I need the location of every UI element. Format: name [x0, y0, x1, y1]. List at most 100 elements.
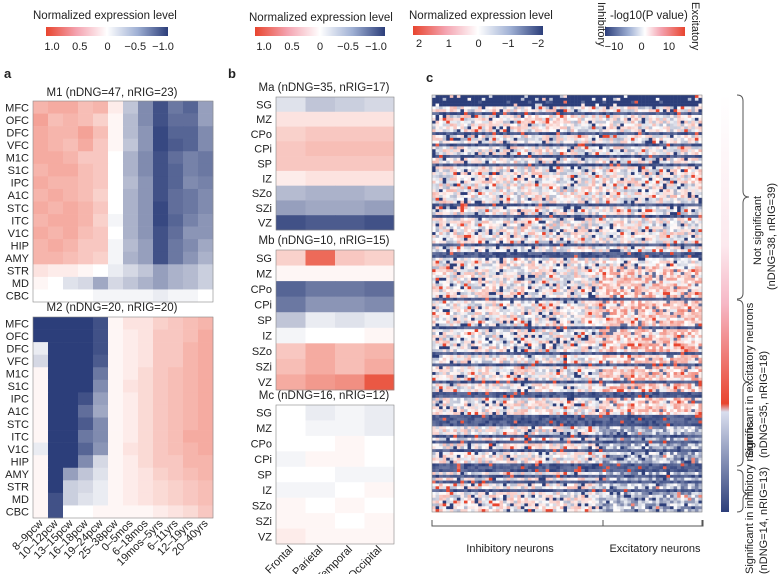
- heatmap-cell: [531, 140, 536, 144]
- heatmap-cell: [691, 103, 696, 107]
- heatmap-cell: [606, 212, 610, 216]
- heatmap-cell: [684, 126, 689, 130]
- heatmap-cell: [538, 212, 543, 216]
- heatmap-cell: [535, 197, 539, 201]
- heatmap-cell: [627, 180, 632, 184]
- heatmap-cell: [598, 109, 603, 113]
- heatmap-cell: [442, 177, 447, 181]
- heatmap-cell: [527, 169, 532, 173]
- heatmap-cell: [305, 170, 336, 186]
- heatmap-cell: [471, 112, 475, 116]
- heatmap-cell: [634, 152, 639, 156]
- heatmap-cell: [645, 223, 649, 227]
- heatmap-cell: [138, 505, 154, 519]
- heatmap-cell: [364, 513, 395, 529]
- heatmap-cell: [559, 223, 564, 227]
- heatmap-cell: [503, 226, 507, 230]
- heatmap-cell: [542, 243, 546, 247]
- heatmap-cell: [652, 137, 657, 141]
- heatmap-cell: [673, 206, 678, 210]
- heatmap-cell: [638, 220, 642, 224]
- heatmap-cell: [570, 200, 575, 204]
- heatmap-cell: [691, 117, 696, 121]
- heatmap-cell: [687, 143, 692, 147]
- heatmap-cell: [456, 209, 461, 213]
- heatmap-cell: [602, 232, 607, 236]
- heatmap-cell: [198, 317, 214, 330]
- heatmap-cell: [648, 254, 653, 259]
- heatmap-cell: [527, 197, 532, 201]
- heatmap-cell: [467, 123, 472, 127]
- heatmap-cell: [591, 186, 596, 190]
- heatmap-cell: [577, 249, 582, 253]
- heatmap-cell: [446, 183, 451, 187]
- heatmap-cell: [168, 239, 184, 253]
- heatmap-cell: [471, 106, 475, 110]
- heatmap-cell: [634, 157, 639, 161]
- heatmap-cell: [538, 229, 543, 233]
- heatmap-cell: [613, 203, 617, 207]
- heatmap-cell: [481, 192, 486, 196]
- heatmap-cell: [168, 480, 184, 494]
- heatmap-cell: [552, 157, 557, 161]
- heatmap-cell: [591, 257, 596, 261]
- heatmap-cell: [542, 97, 546, 101]
- heatmap-cell: [677, 137, 681, 141]
- heatmap-cell: [655, 126, 660, 130]
- heatmap-cell: [463, 95, 468, 99]
- heatmap-cell: [609, 206, 614, 210]
- heatmap-cell: [510, 192, 514, 196]
- heatmap-cell: [471, 143, 475, 147]
- heatmap-cell: [542, 232, 546, 236]
- heatmap-cell: [305, 126, 336, 142]
- heatmap-cell: [545, 137, 550, 141]
- heatmap-cell: [691, 197, 696, 201]
- heatmap-cell: [616, 109, 621, 113]
- heatmap-cell: [549, 212, 554, 216]
- heatmap-cell: [439, 120, 443, 124]
- heatmap-cell: [556, 183, 561, 187]
- heatmap-cell: [460, 143, 465, 147]
- heatmap-cell: [488, 134, 493, 139]
- heatmap-cell: [538, 129, 543, 133]
- heatmap-cell: [694, 123, 699, 127]
- heatmap-cell: [513, 226, 518, 230]
- heatmap-cell: [453, 134, 458, 139]
- heatmap-cell: [691, 97, 696, 101]
- heatmap-cell: [531, 114, 536, 119]
- heatmap-cell: [527, 186, 532, 190]
- heatmap-cell: [634, 154, 639, 159]
- heatmap-cell: [648, 234, 653, 239]
- heatmap-cell: [513, 166, 518, 170]
- heatmap-cell: [305, 97, 336, 113]
- heatmap-cell: [335, 528, 365, 545]
- heatmap-cell: [645, 114, 649, 119]
- heatmap-cell: [598, 157, 603, 161]
- heatmap-cell: [168, 367, 184, 381]
- heatmap-cell: [488, 163, 493, 167]
- heatmap-cell: [677, 169, 681, 173]
- heatmap-cell: [574, 143, 578, 147]
- heatmap-cell: [439, 186, 443, 190]
- heatmap-cell: [542, 246, 546, 250]
- heatmap-cell: [485, 97, 490, 101]
- heatmap-cell: [492, 120, 497, 124]
- heatmap-cell: [495, 146, 500, 150]
- heatmap-cell: [492, 234, 497, 239]
- heatmap-cell: [691, 172, 696, 176]
- heatmap-cell: [602, 163, 607, 167]
- heatmap-cell: [439, 226, 443, 230]
- heatmap-cell: [549, 129, 554, 133]
- heatmap-cell: [574, 97, 578, 101]
- heatmap-cell: [581, 120, 586, 124]
- heatmap-cell: [460, 114, 465, 119]
- heatmap-cell: [634, 123, 639, 127]
- heatmap-cell: [655, 217, 660, 221]
- heatmap-cell: [542, 169, 546, 173]
- legend-tick-label: −1.0: [152, 41, 174, 53]
- heatmap-cell: [694, 226, 699, 230]
- heatmap-cell: [584, 137, 589, 141]
- heatmap-cell: [513, 243, 518, 247]
- heatmap-cell: [474, 134, 479, 139]
- heatmap-cell: [584, 97, 589, 101]
